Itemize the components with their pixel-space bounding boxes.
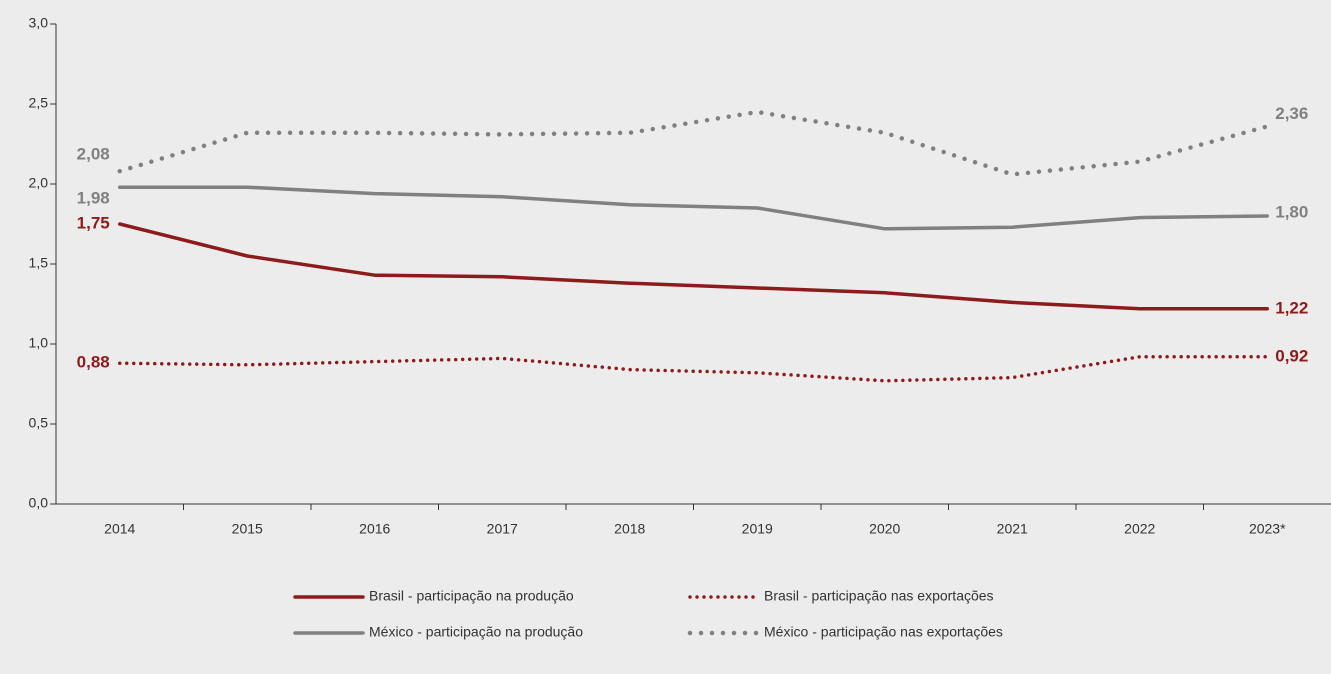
data-label: 2,36 [1275, 104, 1308, 123]
data-label: 0,92 [1275, 346, 1308, 365]
x-tick-label: 2020 [869, 521, 900, 537]
data-label: 1,98 [77, 189, 110, 208]
y-tick-label: 1,5 [29, 255, 49, 271]
y-tick-label: 3,0 [29, 15, 49, 31]
data-label: 1,22 [1275, 298, 1308, 317]
x-tick-label: 2023* [1249, 521, 1286, 537]
x-tick-label: 2019 [742, 521, 773, 537]
x-tick-label: 2018 [614, 521, 645, 537]
series-line [118, 185, 1269, 231]
y-tick-label: 1,0 [29, 335, 49, 351]
data-label: 1,80 [1275, 202, 1308, 221]
x-tick-label: 2022 [1124, 521, 1155, 537]
x-tick-label: 2021 [997, 521, 1028, 537]
legend-label: Brasil - participação na produção [369, 588, 574, 604]
legend-label: Brasil - participação nas exportações [764, 588, 994, 604]
x-tick-label: 2015 [232, 521, 263, 537]
y-tick-label: 0,5 [29, 415, 49, 431]
legend-label: México - participação nas exportações [764, 624, 1003, 640]
x-tick-label: 2016 [359, 521, 390, 537]
series-line [117, 109, 1270, 177]
legend-label: México - participação na produção [369, 624, 583, 640]
data-label: 0,88 [77, 353, 110, 372]
x-tick-label: 2017 [487, 521, 518, 537]
series-line [118, 222, 1269, 311]
y-tick-label: 2,5 [29, 95, 49, 111]
y-tick-label: 0,0 [29, 495, 49, 511]
y-tick-label: 2,0 [29, 175, 49, 191]
data-label: 2,08 [77, 145, 110, 164]
series-line [118, 355, 1269, 383]
x-tick-label: 2014 [104, 521, 135, 537]
data-label: 1,75 [77, 213, 110, 232]
